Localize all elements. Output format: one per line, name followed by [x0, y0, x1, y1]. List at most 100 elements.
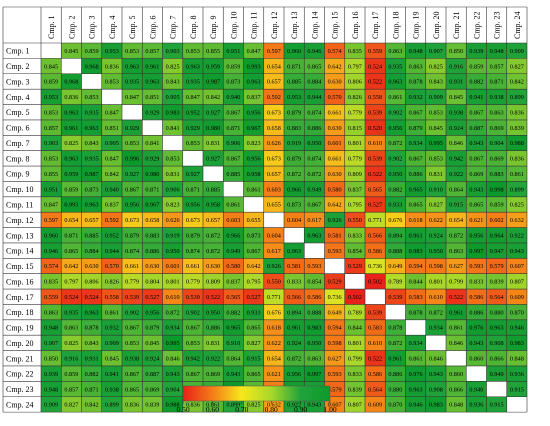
heatmap-cell: [284, 258, 305, 274]
heatmap-cell: [81, 258, 102, 274]
cell-value-label: 0.586: [307, 294, 321, 301]
column-label: Cmp. 3: [88, 15, 97, 39]
cell-value-label: 0.847: [247, 48, 261, 55]
heatmap-cell: [41, 227, 62, 243]
row-label: Cmp. 15: [6, 262, 34, 271]
heatmap-cell: [324, 58, 345, 74]
heatmap-cell: [101, 150, 122, 167]
cell-value-label: 0.883: [145, 232, 159, 239]
cell-value-label: 0.804: [145, 279, 159, 286]
heatmap-cell: [162, 73, 183, 90]
cell-value-label: 0.837: [247, 94, 261, 101]
cell-value-label: 0.827: [64, 402, 78, 409]
heatmap-cell: [385, 289, 406, 305]
row-label: Cmp. 11: [6, 200, 33, 209]
cell-value-label: 0.861: [388, 94, 402, 101]
cell-value-label: 0.522: [206, 294, 220, 301]
heatmap-cell: [506, 242, 527, 259]
cell-value-label: 0.997: [469, 248, 483, 255]
heatmap-cell: [506, 89, 527, 105]
cell-value-label: 0.965: [409, 186, 423, 193]
heatmap-cell: [466, 273, 487, 290]
heatmap-cell: [101, 381, 122, 397]
heatmap-cell: [446, 150, 467, 167]
heatmap-cell: [344, 212, 365, 228]
cell-value-label: 0.952: [186, 109, 200, 116]
cell-value-label: 0.602: [490, 217, 504, 224]
heatmap-cell: [304, 304, 325, 320]
cell-value-label: 0.882: [388, 186, 402, 193]
cell-value-label: 0.987: [206, 79, 220, 86]
cell-value-label: 0.807: [348, 402, 362, 409]
heatmap-cell: [304, 212, 325, 228]
column-label: Cmp. 5: [128, 15, 137, 39]
heatmap-cell: [101, 119, 122, 136]
cell-value-label: 0.931: [85, 355, 99, 362]
heatmap-cell: [243, 43, 264, 59]
heatmap-cell: [162, 43, 183, 59]
heatmap-cell: [385, 350, 406, 366]
heatmap-cell: [365, 258, 386, 274]
cell-value-label: 0.598: [429, 263, 443, 270]
cell-value-label: 0.860: [469, 355, 483, 362]
cell-value-label: 0.841: [145, 140, 159, 147]
heatmap-cell: [446, 242, 467, 259]
cell-value-label: 0.959: [64, 171, 78, 178]
heatmap-cell: [81, 396, 102, 413]
heatmap-cell: [324, 273, 345, 290]
heatmap-cell: [405, 304, 426, 320]
cell-value-label: 0.847: [186, 94, 200, 101]
heatmap-cell: [324, 135, 345, 151]
cell-value-label: 0.980: [145, 171, 159, 178]
cell-value-label: 0.592: [267, 94, 281, 101]
heatmap-cell: [344, 304, 365, 320]
heatmap-cell: [284, 319, 305, 336]
cell-value-label: 0.865: [64, 248, 78, 255]
row-label: Cmp. 1: [6, 47, 30, 56]
heatmap-cell: [405, 73, 426, 90]
heatmap-cell: [506, 43, 527, 59]
cell-value-label: 0.837: [105, 202, 119, 209]
row-label: Cmp. 8: [6, 154, 30, 163]
row-label: Cmp. 5: [6, 108, 30, 117]
cell-value-label: 0.869: [206, 371, 220, 378]
cell-value-label: 0.941: [105, 371, 119, 378]
cell-value-label: 0.938: [125, 355, 139, 362]
heatmap-cell: [182, 89, 203, 105]
heatmap-cell: [182, 73, 203, 90]
heatmap-cell: [41, 43, 62, 59]
heatmap-cell: [263, 273, 284, 290]
heatmap-cell: [506, 150, 527, 167]
heatmap-cell: [142, 350, 163, 366]
cell-value-label: 0.853: [166, 156, 180, 163]
heatmap-cell: [425, 227, 446, 243]
cell-value-label: 0.958: [247, 171, 261, 178]
heatmap-cell: [243, 150, 264, 167]
heatmap-cell: [405, 242, 426, 259]
heatmap-cell: [344, 335, 365, 351]
heatmap-cell: [344, 365, 365, 382]
cell-value-label: 0.924: [145, 355, 159, 362]
heatmap-cell: [61, 227, 82, 243]
heatmap-cell: [203, 58, 224, 74]
heatmap-cell: [344, 181, 365, 197]
cell-value-label: 0.943: [469, 186, 483, 193]
cell-value-label: 0.524: [85, 294, 99, 301]
cell-value-label: 0.823: [247, 140, 261, 147]
cell-value-label: 0.825: [166, 63, 180, 70]
heatmap-cell: [243, 104, 264, 120]
heatmap-cell: [41, 73, 62, 90]
heatmap-cell: [365, 135, 386, 151]
heatmap-cell: [466, 242, 487, 259]
heatmap-cell: [284, 119, 305, 136]
heatmap-cell: [101, 365, 122, 382]
cell-value-label: 0.865: [409, 202, 423, 209]
heatmap-cell: [385, 381, 406, 397]
heatmap-cell: [304, 350, 325, 366]
heatmap-cell: [466, 73, 487, 90]
cell-value-label: 0.963: [85, 202, 99, 209]
cell-value-label: 0.863: [409, 63, 423, 70]
cell-value-label: 0.907: [429, 48, 443, 55]
cell-value-label: 0.886: [388, 371, 402, 378]
heatmap-cell: [284, 227, 305, 243]
